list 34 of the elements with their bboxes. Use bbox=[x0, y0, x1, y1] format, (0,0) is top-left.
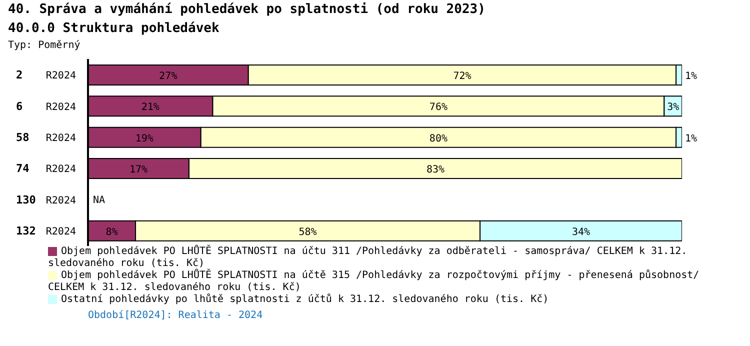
y2-tick-label: R2024 bbox=[46, 102, 76, 113]
y2-tick-label: R2024 bbox=[46, 226, 76, 238]
data-label: 1% bbox=[685, 71, 698, 82]
legend-label: Objem pohledávek PO LHŮTĚ SPLATNOSTI na účtě 315 /Pohledávky za rozpočtovými příjmy - přenesená působnost/ CELKEM k 31.12. sledovaného roku (tis. Kč) bbox=[48, 270, 700, 293]
annotation: NA bbox=[93, 194, 106, 206]
y-tick-label: 132 bbox=[16, 224, 36, 238]
data-label: 72% bbox=[453, 71, 472, 82]
data-label: 76% bbox=[429, 102, 448, 114]
legend-label: Ostatní pohledávky po lhůtě splatnosti z účtů k 31.12. sledovaného roku (tis. Kč) bbox=[61, 294, 549, 305]
data-label: 3% bbox=[667, 102, 680, 114]
y-tick-label: 74 bbox=[16, 162, 30, 176]
text: Typ: Poměrný bbox=[8, 40, 82, 51]
y2-tick-label: R2024 bbox=[46, 164, 76, 176]
y2-tick-label: R2024 bbox=[46, 132, 76, 144]
data-label: 80% bbox=[429, 133, 448, 144]
y2-tick-label: R2024 bbox=[46, 70, 76, 82]
data-label: 34% bbox=[572, 226, 590, 238]
y-tick-label: 58 bbox=[16, 130, 30, 144]
data-label: 27% bbox=[159, 71, 178, 82]
chart-subtitle: 40.0.0 Struktura pohledávek bbox=[8, 21, 220, 36]
data-label: 21% bbox=[141, 102, 160, 114]
data-label: 1% bbox=[685, 133, 698, 144]
text: Období[R2024]: Realita - 2024 bbox=[88, 310, 264, 321]
data-label: 83% bbox=[426, 164, 445, 176]
data-label: 17% bbox=[129, 164, 148, 176]
legend-label: Objem pohledávek PO LHŮTĚ SPLATNOSTI na účtu 311 /Pohledávky za odběrateli - samospráva/ CELKEM k 31.12. sledovaného roku (tis. Kč) bbox=[48, 246, 688, 269]
y2-tick-label: R2024 bbox=[46, 195, 76, 206]
data-label: 8% bbox=[106, 226, 118, 238]
data-label: 58% bbox=[298, 226, 317, 238]
y-tick-label: 2 bbox=[16, 68, 23, 82]
y-tick-label: 6 bbox=[16, 100, 23, 113]
chart-title: 40. Správa a vymáhání pohledávek po splatnosti (od roku 2023) bbox=[8, 2, 486, 17]
y-tick-label: 130 bbox=[16, 193, 36, 206]
data-label: 19% bbox=[135, 133, 154, 144]
